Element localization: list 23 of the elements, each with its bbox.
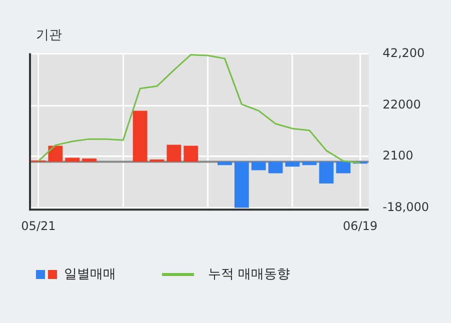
bar [65,158,80,162]
bar [285,162,300,167]
y-tick-label: 22000 [382,98,421,112]
y-tick-label: -18,000 [382,200,430,214]
y-tick-label: 2100 [382,148,414,163]
bar [184,146,198,162]
bar [302,162,317,166]
bar [132,110,148,162]
bar [218,162,232,166]
y-tick-label: 42,200 [382,46,425,60]
legend-label: 일별매매 [64,266,116,283]
x-tick-label: 06/19 [342,218,378,233]
bar [268,162,283,174]
bar [336,162,350,174]
x-tick-label: 05/21 [21,218,56,233]
bar [82,158,96,162]
legend-label: 누적 매매동향 [208,266,290,283]
chart-title: 기관 [36,27,62,44]
bar [48,146,63,162]
bar [166,144,182,162]
bar [251,162,266,170]
bar [234,162,249,208]
bar [319,162,334,184]
